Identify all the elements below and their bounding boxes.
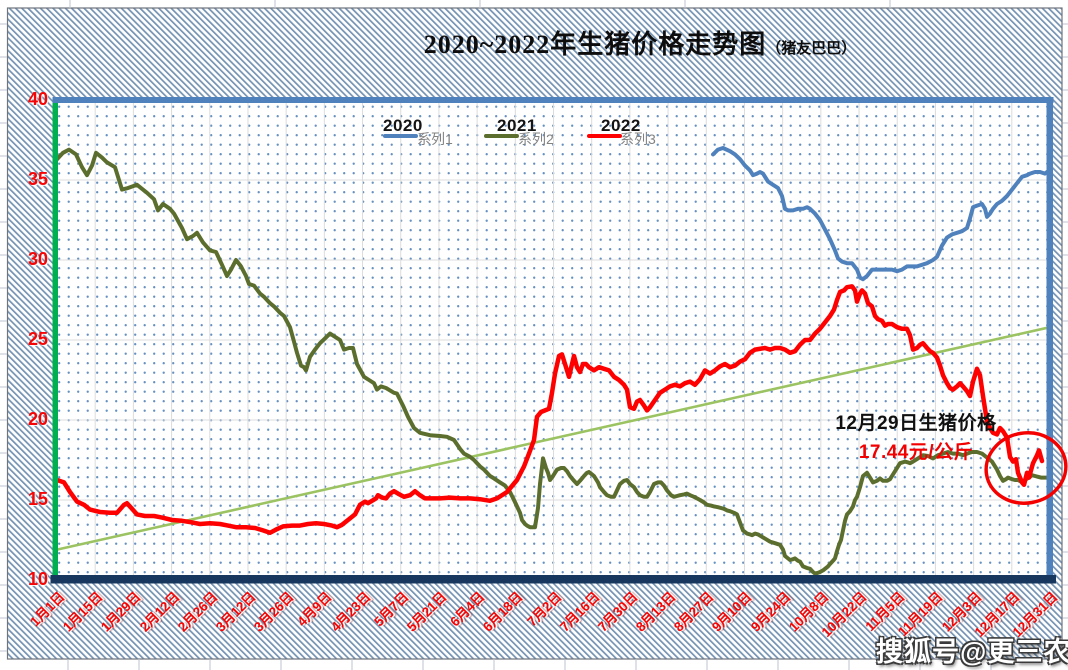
legend-year-2020: 2020: [383, 116, 423, 135]
legend-year-2021: 2021: [497, 116, 537, 135]
plot-border-right: [1046, 97, 1053, 581]
legend-series-name-2: 系列2: [518, 131, 554, 147]
chart-title-main: 2020~2022年生猪价格走势图: [423, 30, 767, 59]
annotation-date-text: 12月29日生猪价格: [835, 413, 997, 434]
legend-year-2022: 2022: [601, 116, 641, 135]
legend-line-swatch-2021: [484, 134, 519, 138]
legend-series-name-3: 系列3: [620, 131, 656, 147]
series-2022-line: [54, 284, 1045, 536]
plot-border-left: [52, 99, 58, 578]
chart-title-sub: （猪友巴巴）: [766, 41, 857, 57]
chart-title: 2020~2022年生猪价格走势图（猪友巴巴）: [320, 24, 960, 61]
plot-border-bottom: [50, 575, 1056, 584]
annotation-price-text: 17.44元/公斤: [858, 442, 974, 463]
y-axis-label: 30: [27, 249, 48, 269]
highlight-circle: [984, 431, 1068, 505]
legend-line-swatch-2020: [383, 134, 418, 138]
y-axis-label: 10: [27, 569, 48, 589]
plot-border-top: [52, 97, 1054, 103]
y-axis-label: 25: [27, 329, 48, 349]
watermark: 搜狐号@更三农: [876, 637, 1068, 667]
y-axis-label: 15: [27, 489, 48, 509]
series-2020-line: [711, 146, 1049, 282]
y-axis-label: 35: [27, 169, 48, 189]
trendline: [56, 325, 1051, 551]
price-annotation: 12月29日生猪价格 17.44元/公斤: [818, 408, 1014, 464]
legend-line-swatch-2022: [587, 134, 622, 138]
legend-series-name-1: 系列1: [417, 131, 453, 147]
series-2021-line: [55, 147, 1049, 576]
y-axis-label: 40: [27, 89, 48, 109]
y-axis-label: 20: [27, 409, 48, 429]
